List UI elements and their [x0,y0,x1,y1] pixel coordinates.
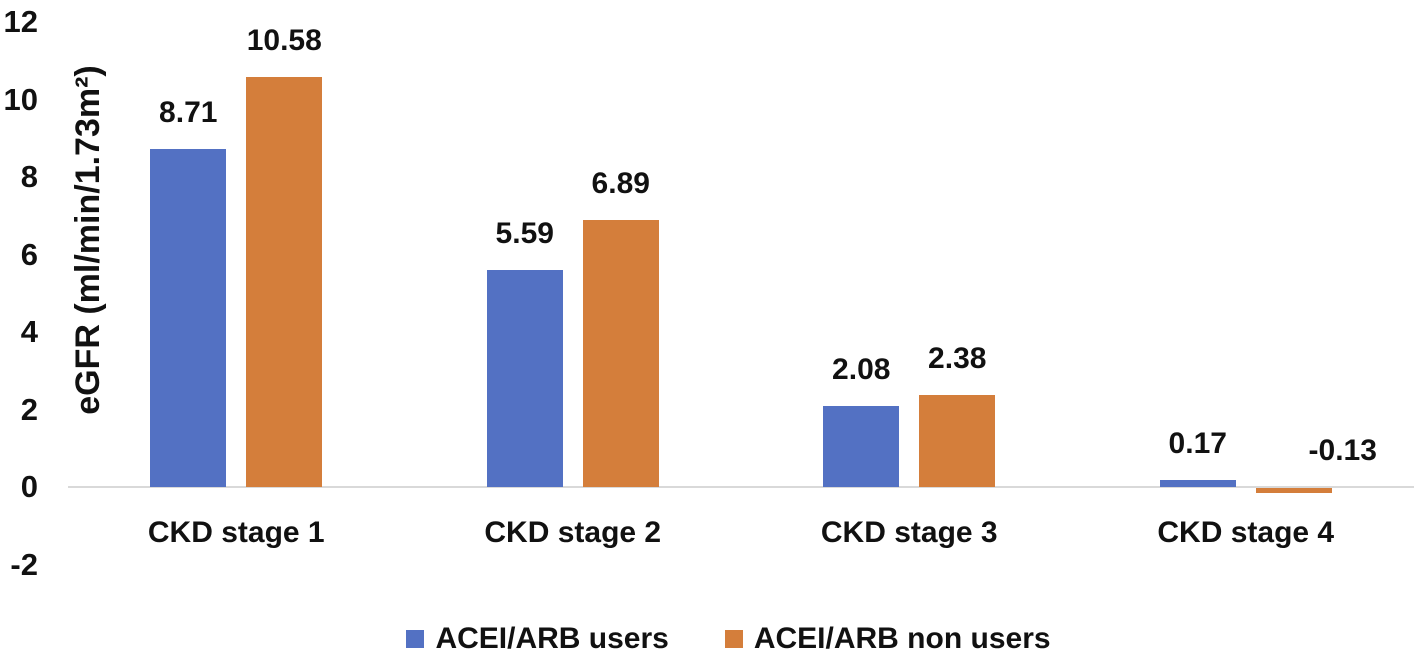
bar-series2-cat2 [582,220,659,487]
bar-series1-cat3 [823,406,900,487]
y-tick-label: 6 [20,236,38,272]
y-tick-label: 8 [20,159,38,194]
bar-series1-cat4 [1159,480,1236,487]
value-label: 5.59 [495,217,554,251]
y-tick-label: -2 [10,546,38,582]
bar-series2-cat3 [919,394,996,487]
legend-swatch-icon [724,630,743,648]
bar-series2-cat4 [1255,488,1332,494]
x-category-label: CKD stage 4 [1157,516,1335,549]
legend-label: ACEI/ARB users [435,622,669,655]
x-category-label: CKD stage 2 [484,516,662,549]
x-axis-line [68,486,1414,488]
y-tick-label: 0 [20,469,38,504]
y-tick-label: 10 [3,81,38,117]
value-label: 10.58 [246,24,322,58]
legend: ACEI/ARB users ACEI/ARB non users [0,622,1417,656]
y-tick-label: 2 [20,391,38,427]
value-label: 2.08 [832,353,891,387]
bar-series1-cat1 [150,149,227,487]
value-label: 6.89 [591,167,650,200]
x-category-label: CKD stage 3 [820,516,998,549]
value-label: 0.17 [1168,427,1227,461]
value-label: -0.13 [1308,434,1377,467]
y-tick-label: 12 [3,4,38,39]
legend-swatch-icon [406,630,425,648]
legend-item: ACEI/ARB users [406,622,669,656]
legend-item: ACEI/ARB non users [724,622,1051,656]
value-label: 2.38 [928,341,987,375]
y-tick-label: 4 [20,314,38,349]
bar-series2-cat1 [246,77,323,487]
legend-label: ACEI/ARB non users [753,622,1051,655]
value-label: 8.71 [159,96,218,130]
x-category-label: CKD stage 1 [147,516,325,549]
y-axis-title: eGFR (ml/min/1.73m²) [69,65,107,415]
bar-series1-cat2 [486,270,563,487]
